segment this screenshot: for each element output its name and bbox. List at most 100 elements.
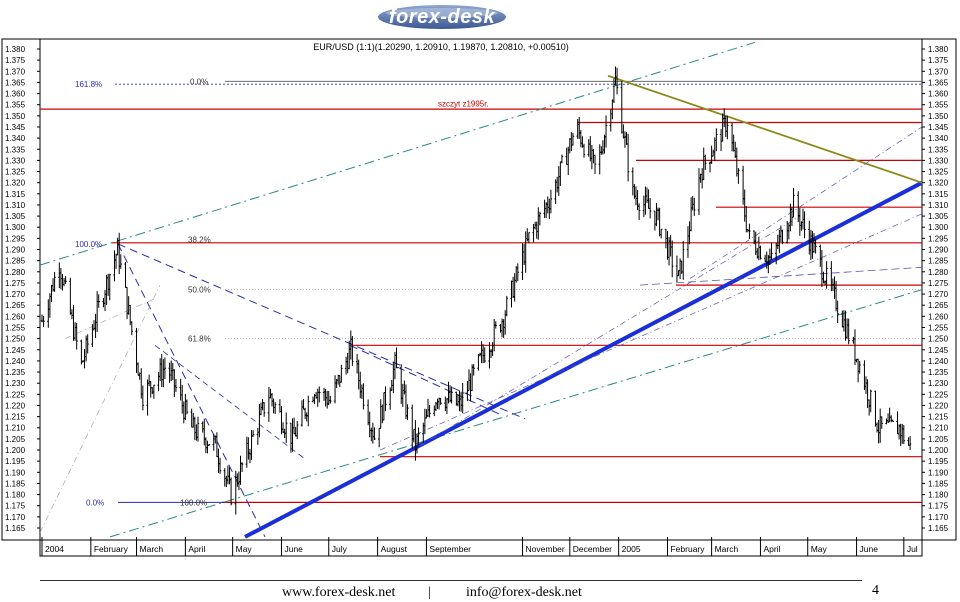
trend-inner-2 <box>419 215 801 446</box>
y-tick-label-right: 1.255 <box>928 323 949 332</box>
x-tick-label: March <box>715 544 739 554</box>
y-tick-label-left: 1.185 <box>5 479 26 488</box>
y-tick-label-left: 1.295 <box>5 234 26 243</box>
logo-text: forex-desk <box>388 5 496 28</box>
y-tick-label-right: 1.345 <box>928 123 949 132</box>
y-tick-label-left: 1.250 <box>5 335 26 344</box>
aux-line-1 <box>64 298 156 339</box>
y-axis-left-frame <box>1 38 41 541</box>
fib-fan-line-3 <box>349 344 501 415</box>
y-tick-label-right: 1.245 <box>928 346 949 355</box>
x-tick-label: 2004 <box>45 544 64 554</box>
x-tick-label: May <box>811 544 828 554</box>
y-tick-label-right: 1.365 <box>928 78 949 87</box>
y-tick-label-left: 1.365 <box>5 78 26 87</box>
x-tick-label: April <box>188 544 205 554</box>
x-tick-label: April <box>763 544 780 554</box>
y-tick-label-right: 1.195 <box>928 457 949 466</box>
footer-separator: | <box>428 585 431 600</box>
y-tick-label-left: 1.225 <box>5 390 26 399</box>
y-tick-label-left: 1.275 <box>5 279 26 288</box>
y-tick-label-left: 1.230 <box>5 379 26 388</box>
y-tick-label-right: 1.355 <box>928 101 949 110</box>
y-tick-label-left: 1.200 <box>5 446 26 455</box>
y-tick-label-right: 1.185 <box>928 479 949 488</box>
y-tick-label-left: 1.335 <box>5 145 26 154</box>
y-tick-label-left: 1.170 <box>5 513 26 522</box>
y-tick-label-left: 1.305 <box>5 212 26 221</box>
y-tick-label-left: 1.235 <box>5 368 26 377</box>
y-tick-label-left: 1.165 <box>5 524 26 533</box>
y-tick-label-right: 1.275 <box>928 279 949 288</box>
y-tick-label-left: 1.210 <box>5 424 26 433</box>
resistance-trend-line <box>607 74 923 184</box>
y-tick-label-right: 1.290 <box>928 246 949 255</box>
y-tick-label-right: 1.320 <box>928 179 949 188</box>
y-tick-label-right: 1.330 <box>928 156 949 165</box>
x-tick-label: August <box>381 544 408 554</box>
y-tick-label-right: 1.220 <box>928 401 949 410</box>
trend-flat-1 <box>639 266 923 286</box>
x-tick-label: May <box>236 544 253 554</box>
y-tick-label-left: 1.270 <box>5 290 26 299</box>
y-tick-label-right: 1.235 <box>928 368 949 377</box>
chart-title: EUR/USD (1:1)(1.20290, 1.20910, 1.19870,… <box>313 42 568 52</box>
y-tick-label-left: 1.330 <box>5 156 26 165</box>
fib-label: 161.8% <box>75 80 102 89</box>
y-tick-label-right: 1.190 <box>928 468 949 477</box>
y-tick-label-left: 1.190 <box>5 468 26 477</box>
y-tick-label-right: 1.240 <box>928 357 949 366</box>
y-tick-label-left: 1.375 <box>5 56 26 65</box>
y-tick-label-right: 1.280 <box>928 268 949 277</box>
y-tick-label-left: 1.315 <box>5 190 26 199</box>
fib-fan-line-1 <box>117 243 526 420</box>
y-tick-label-right: 1.175 <box>928 502 949 511</box>
y-tick-label-left: 1.260 <box>5 312 26 321</box>
forex-desk-logo: forex-desk <box>378 4 506 30</box>
y-tick-label-right: 1.165 <box>928 524 949 533</box>
x-tick-label: July <box>332 544 348 554</box>
y-tick-label-left: 1.220 <box>5 401 26 410</box>
y-tick-label-right: 1.340 <box>928 134 949 143</box>
y-tick-label-left: 1.355 <box>5 101 26 110</box>
y-tick-label-left: 1.175 <box>5 502 26 511</box>
x-tick-label: March <box>140 544 164 554</box>
x-tick-label: June <box>860 544 879 554</box>
x-tick-label: September <box>429 544 471 554</box>
fib-label: 61.8% <box>188 335 211 344</box>
y-tick-label-left: 1.245 <box>5 346 26 355</box>
x-tick-label: November <box>526 544 565 554</box>
footer-email-link[interactable]: info@forex-desk.net <box>466 585 582 600</box>
x-tick-label: February <box>94 544 129 554</box>
y-tick-label-right: 1.225 <box>928 390 949 399</box>
fib-label: 100.0% <box>180 498 207 507</box>
y-tick-label-right: 1.295 <box>928 234 949 243</box>
y-tick-label-right: 1.260 <box>928 312 949 321</box>
y-tick-label-right: 1.210 <box>928 424 949 433</box>
y-tick-label-left: 1.265 <box>5 301 26 310</box>
x-tick-label: December <box>573 544 612 554</box>
fib-label: 50.0% <box>188 286 211 295</box>
x-tick-label: June <box>284 544 303 554</box>
y-tick-label-left: 1.340 <box>5 134 26 143</box>
y-tick-label-right: 1.230 <box>928 379 949 388</box>
y-tick-label-right: 1.315 <box>928 190 949 199</box>
annotation-label: szczyt z1995r. <box>438 99 489 108</box>
y-tick-label-right: 1.180 <box>928 491 949 500</box>
logo-badge <box>378 5 506 29</box>
y-tick-label-left: 1.180 <box>5 491 26 500</box>
y-tick-label-right: 1.300 <box>928 223 949 232</box>
y-tick-label-left: 1.205 <box>5 435 26 444</box>
y-tick-label-left: 1.195 <box>5 457 26 466</box>
footer-divider <box>40 580 862 581</box>
y-tick-label-right: 1.335 <box>928 145 949 154</box>
fib-fan-line-2 <box>117 243 266 538</box>
footer-website-link[interactable]: www.forex-desk.net <box>282 585 396 600</box>
y-tick-label-right: 1.360 <box>928 90 949 99</box>
y-tick-label-right: 1.170 <box>928 513 949 522</box>
y-tick-label-left: 1.320 <box>5 179 26 188</box>
y-tick-label-left: 1.325 <box>5 168 26 177</box>
y-tick-label-right: 1.370 <box>928 67 949 76</box>
y-tick-label-right: 1.250 <box>928 335 949 344</box>
channel-upper-line <box>39 41 756 266</box>
